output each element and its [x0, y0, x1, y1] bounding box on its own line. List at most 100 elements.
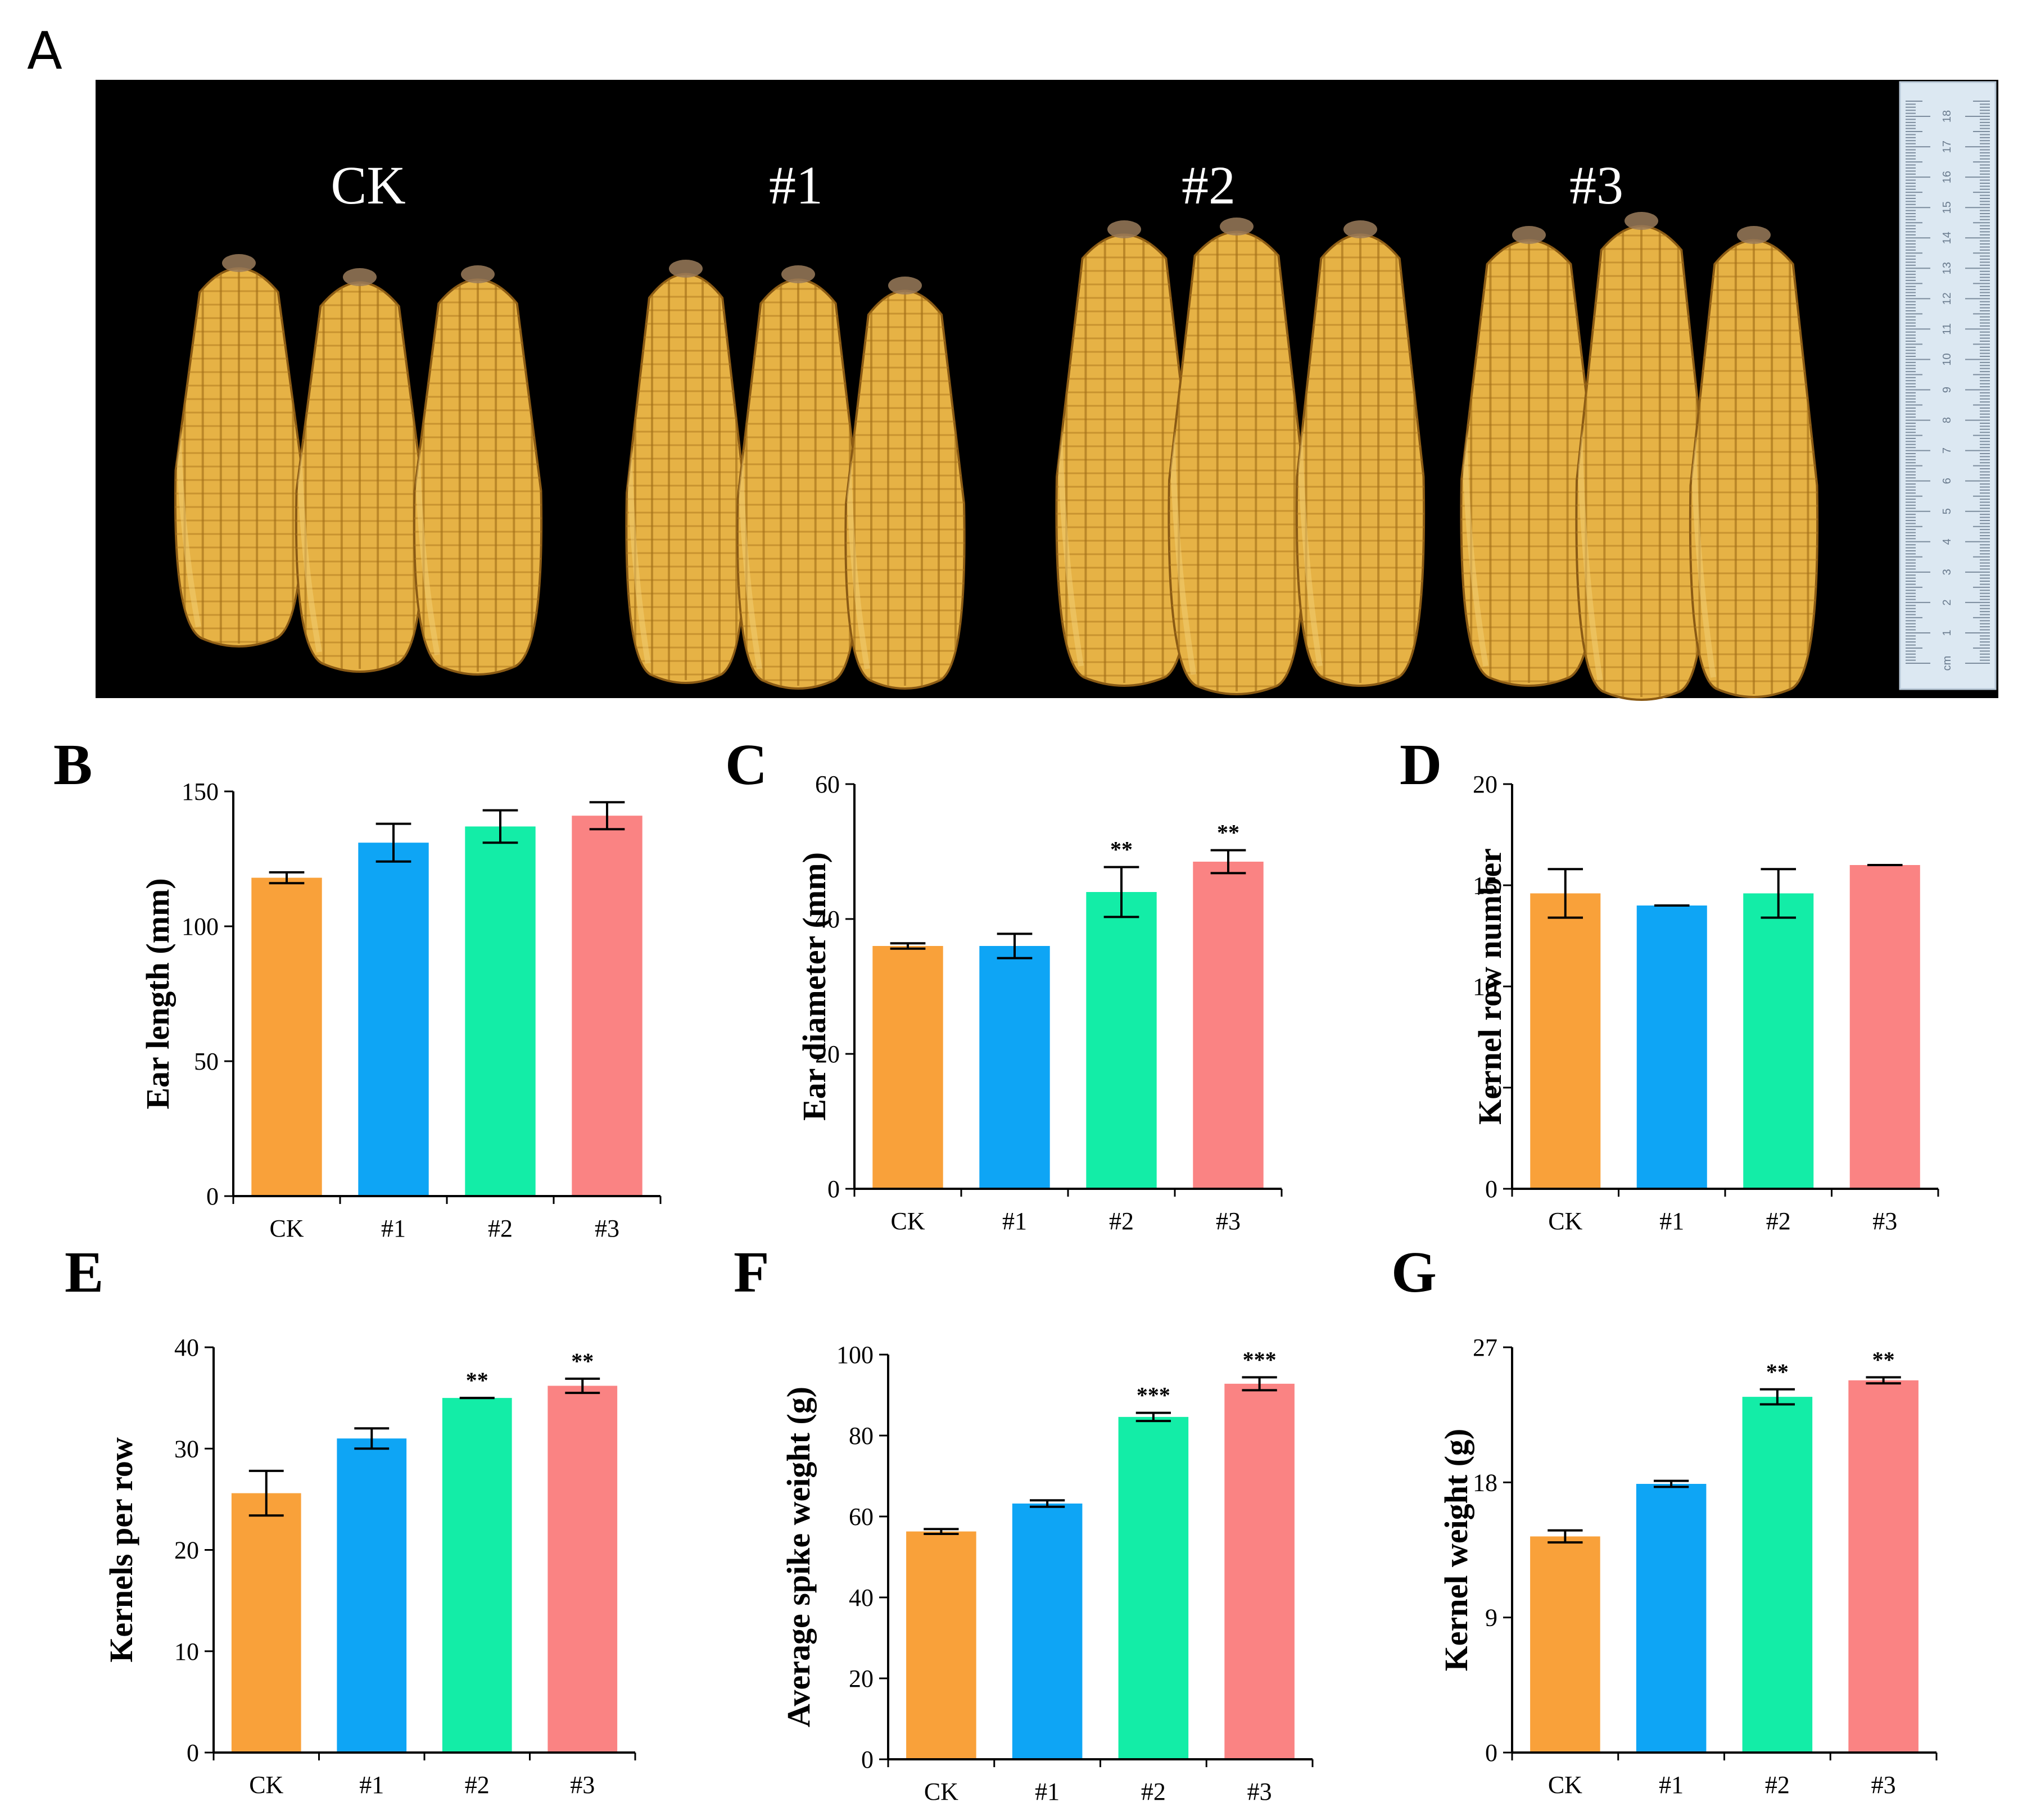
chart-e: E CK #1 ** #2 ** #3 0 10 20 30 40 Kernels per row	[65, 1240, 636, 1799]
category-label: #3	[570, 1771, 595, 1799]
group-label-1: #1	[769, 155, 823, 215]
error-bar	[997, 932, 1033, 959]
panel-a-letter: A	[27, 21, 62, 81]
corn-cob	[174, 254, 304, 648]
error-bar	[890, 942, 926, 950]
ruler-number: 15	[1941, 201, 1953, 214]
ruler-number: 16	[1941, 171, 1953, 183]
y-tick-label: 27	[1473, 1334, 1497, 1361]
chart-g: G CK #1 ** #2 ** #3 0 9 18 27 Kernel weight (g)	[1391, 1240, 1938, 1799]
corn-cob	[1168, 218, 1306, 695]
category-label: CK	[1548, 1771, 1582, 1799]
category-label: #3	[1871, 1771, 1896, 1799]
y-axis-title: Kernel weight (g)	[1438, 1429, 1474, 1672]
ruler-number: 5	[1941, 508, 1953, 514]
bar	[1849, 865, 1920, 1189]
ruler-number: 8	[1941, 417, 1953, 423]
error-bar	[1548, 868, 1583, 919]
error-bar	[1029, 1499, 1065, 1508]
error-bar	[1242, 1376, 1277, 1392]
y-tick-label: 15	[1473, 872, 1497, 899]
y-tick-label: 100	[182, 913, 219, 940]
chart-d: D CK #1 #2 #3 0 5 10 15 20 Kernel row number	[1400, 732, 1939, 1235]
chart-c: C CK #1 ** #2 ** #3 0 20 40 60 Ear diameter (mm)	[725, 732, 1283, 1235]
bar	[1086, 892, 1157, 1189]
y-tick-label: 150	[182, 778, 219, 805]
group-label-2: #2	[1182, 155, 1236, 215]
corn-cob	[1689, 226, 1819, 698]
bar	[358, 843, 429, 1196]
corn-cob	[1055, 220, 1193, 687]
y-axis-title: Kernels per row	[103, 1437, 139, 1663]
panel-letter: G	[1391, 1240, 1437, 1305]
error-bar	[565, 1377, 600, 1395]
group-label-ck: CK	[331, 155, 405, 215]
y-tick-label: 10	[1473, 973, 1497, 1000]
y-tick-label: 0	[827, 1175, 840, 1203]
panel-letter: E	[65, 1240, 103, 1305]
category-label: CK	[269, 1215, 304, 1242]
error-bar	[1761, 868, 1797, 919]
significance-label: ***	[1137, 1383, 1170, 1408]
y-tick-label: 60	[849, 1503, 874, 1531]
error-bar	[1103, 866, 1139, 918]
bar	[1118, 1416, 1189, 1759]
category-label: CK	[890, 1207, 925, 1235]
y-tick-label: 40	[174, 1334, 199, 1361]
bar	[1012, 1503, 1083, 1759]
bar	[1636, 906, 1707, 1189]
ruler-number: 14	[1941, 232, 1953, 244]
bar	[1742, 1397, 1813, 1753]
error-bar	[375, 822, 411, 863]
significance-label: **	[1110, 837, 1133, 862]
category-label: #3	[1247, 1778, 1272, 1805]
bar	[1530, 893, 1601, 1189]
ruler-number: 9	[1941, 387, 1953, 393]
bar	[572, 816, 642, 1196]
bar	[979, 946, 1050, 1189]
bar	[1224, 1383, 1295, 1759]
bar	[872, 946, 943, 1189]
error-bar	[1653, 1479, 1689, 1488]
significance-label: **	[571, 1348, 594, 1374]
ruler-number: 18	[1941, 110, 1953, 123]
panel-letter: B	[53, 732, 92, 797]
bar	[231, 1493, 301, 1753]
y-tick-label: 20	[174, 1537, 199, 1564]
bar	[1848, 1380, 1919, 1753]
category-label: #1	[1659, 1771, 1684, 1799]
chart-f: F CK #1 *** #2 *** #3 0 20 40 60 80 100 Average spike…	[734, 1240, 1314, 1805]
bar	[465, 826, 536, 1196]
bar	[1743, 893, 1814, 1189]
error-bar	[1210, 849, 1246, 875]
y-tick-label: 20	[815, 1040, 840, 1068]
error-bar	[1135, 1411, 1171, 1423]
category-label: #2	[1766, 1207, 1791, 1235]
category-label: #1	[381, 1215, 406, 1242]
bar	[251, 877, 322, 1196]
group-label-3: #3	[1569, 155, 1623, 215]
y-tick-label: 5	[1485, 1074, 1497, 1102]
y-tick-label: 20	[1473, 771, 1497, 798]
ruler-number: 12	[1941, 292, 1953, 305]
ruler-number: 7	[1941, 447, 1953, 454]
y-tick-label: 60	[815, 771, 840, 798]
category-label: CK	[1548, 1207, 1582, 1235]
significance-label: ***	[1243, 1347, 1277, 1372]
y-tick-label: 100	[836, 1341, 874, 1369]
error-bar	[924, 1528, 959, 1535]
y-tick-label: 9	[1485, 1604, 1497, 1632]
category-label: #2	[488, 1215, 513, 1242]
y-tick-label: 0	[861, 1746, 874, 1773]
ruler-number: 3	[1941, 569, 1953, 575]
bar	[337, 1438, 407, 1753]
error-bar	[1759, 1388, 1795, 1406]
corn-cob	[625, 260, 746, 684]
category-label: CK	[249, 1771, 283, 1799]
ruler-ticks	[1906, 101, 1990, 664]
category-label: #1	[1035, 1778, 1060, 1805]
category-label: #3	[1872, 1207, 1897, 1235]
y-tick-label: 18	[1473, 1469, 1497, 1496]
